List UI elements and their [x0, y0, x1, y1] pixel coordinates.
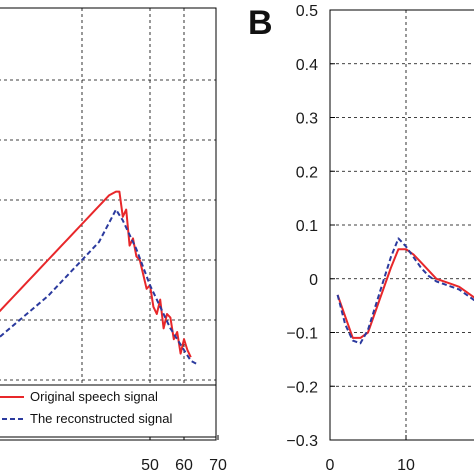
panel-b-ytick-label: 0.4	[296, 57, 318, 74]
panel-a-original-line	[0, 190, 192, 358]
panel-b: 0.5 0.4 0.3 0.2 0.1 0 −0.1 −0.2 −0.3 0 10	[286, 3, 474, 474]
panel-b-ytick-label: 0.1	[296, 218, 318, 235]
panel-b-xtick-label: 0	[326, 457, 335, 474]
panel-a-xtick-label: 60	[175, 457, 193, 474]
legend-reconstructed-label: The reconstructed signal	[30, 411, 172, 426]
panel-b-original-line	[336, 248, 474, 339]
panel-b-ytick-label: 0.2	[296, 164, 318, 181]
panel-b-ytick-label: −0.3	[286, 433, 318, 450]
panel-a: 50 60 70 Original speech signal The reconstr…	[0, 7, 227, 474]
panel-b-ytick-label: −0.1	[286, 326, 318, 343]
panel-b-ytick-label: 0.5	[296, 3, 318, 20]
panel-a-xtick-label: 50	[141, 457, 159, 474]
legend-original-label: Original speech signal	[30, 389, 158, 404]
legend-box	[0, 384, 217, 438]
panel-b-ytick-label: 0	[309, 272, 318, 289]
panel-a-legend: Original speech signal The reconstructed …	[0, 384, 217, 438]
panel-b-letter: B	[248, 4, 273, 42]
panel-a-xtick-label: 70	[209, 457, 227, 474]
panel-b-ytick-label: 0.3	[296, 111, 318, 128]
panel-a-frame	[0, 7, 217, 441]
panel-b-xtick-label: 10	[397, 457, 415, 474]
panel-a-reconstructed-line	[0, 208, 199, 366]
panel-b-reconstructed-line	[336, 237, 474, 345]
panel-b-ytick-label: −0.2	[286, 379, 318, 396]
